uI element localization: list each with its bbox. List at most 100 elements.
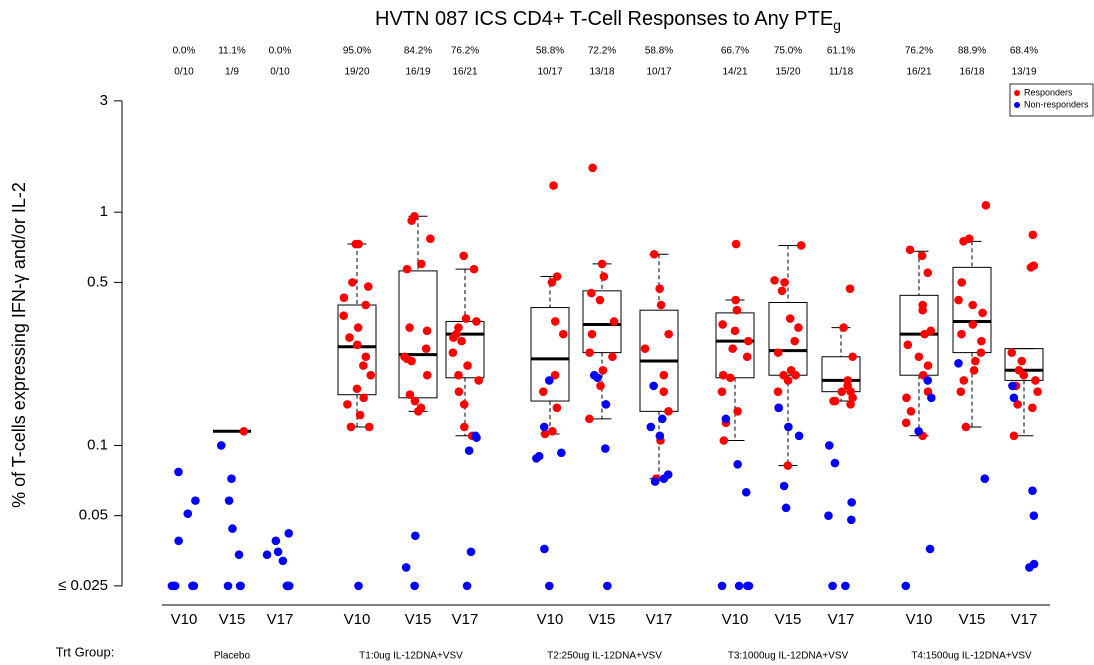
non-responder-point xyxy=(284,529,294,538)
responder-point xyxy=(790,336,799,346)
non-responder-point xyxy=(954,358,963,368)
responder-point xyxy=(978,308,987,318)
responder-point xyxy=(830,396,840,406)
responder-point xyxy=(552,403,562,413)
title-main: HVTN 087 ICS CD4+ T-Cell Responses to An… xyxy=(375,8,833,30)
non-responder-point xyxy=(925,544,935,554)
responders-ratio: 1/9 xyxy=(225,67,239,78)
response-rate: 68.4% xyxy=(1010,46,1038,57)
x-tick-label: V10 xyxy=(171,611,198,628)
y-axis-label: % of T-cells expressing IFN-γ and/or IL-… xyxy=(9,182,29,508)
legend-marker xyxy=(1014,102,1020,108)
box xyxy=(398,270,438,399)
responders-ratio: 10/17 xyxy=(537,67,562,78)
responder-point xyxy=(547,278,557,287)
responder-point xyxy=(345,333,354,342)
responders-ratio: 10/17 xyxy=(646,67,671,78)
responder-point xyxy=(407,216,416,225)
x-tick-label: V17 xyxy=(828,611,855,628)
responder-point xyxy=(733,407,742,416)
non-responder-point xyxy=(540,544,549,554)
responder-point xyxy=(906,407,916,416)
response-rate: 58.8% xyxy=(645,46,673,57)
responder-point xyxy=(410,396,420,406)
responder-point xyxy=(598,365,608,375)
non-responder-point xyxy=(717,581,727,591)
responder-point xyxy=(474,376,483,385)
responder-point xyxy=(1028,403,1037,413)
responder-point xyxy=(339,293,349,302)
non-responder-point xyxy=(980,474,990,484)
response-rate: 84.2% xyxy=(404,46,432,57)
group-name: Placebo xyxy=(214,651,251,662)
response-rate: 66.7% xyxy=(721,46,749,57)
responder-point xyxy=(839,323,848,332)
responder-point xyxy=(355,410,365,420)
non-responder-point xyxy=(1029,511,1039,520)
box xyxy=(530,307,570,402)
non-responder-point xyxy=(650,477,660,486)
responder-point xyxy=(845,284,855,293)
non-responder-point xyxy=(466,547,476,557)
responder-point xyxy=(1028,230,1038,240)
non-responder-point xyxy=(774,403,784,413)
non-responder-point xyxy=(262,550,272,560)
responder-point xyxy=(717,387,727,396)
non-responder-point xyxy=(603,581,612,591)
responder-point xyxy=(366,370,376,380)
response-rate: 95.0% xyxy=(343,46,371,57)
responder-point xyxy=(1007,348,1017,357)
non-responder-point xyxy=(464,446,474,455)
non-responder-point xyxy=(1028,486,1037,495)
non-responder-point xyxy=(1025,563,1034,572)
responder-point xyxy=(364,422,374,432)
responder-point xyxy=(959,237,968,246)
responder-point xyxy=(1031,376,1040,385)
non-responder-point xyxy=(544,376,554,385)
responders-ratio: 14/21 xyxy=(722,67,747,78)
non-responder-point xyxy=(824,511,833,520)
x-tick-label: V10 xyxy=(537,611,564,628)
non-responder-point xyxy=(830,458,840,468)
responders-ratio: 16/21 xyxy=(452,67,477,78)
non-responder-point xyxy=(734,581,744,591)
response-rate: 88.9% xyxy=(958,46,986,57)
responder-point xyxy=(728,344,737,353)
responder-point xyxy=(457,336,466,346)
responder-point xyxy=(413,407,423,416)
x-tick-label: V15 xyxy=(775,611,802,628)
responder-point xyxy=(773,387,783,396)
non-responder-point xyxy=(228,524,237,533)
non-responder-point xyxy=(825,441,834,450)
x-tick-label: V15 xyxy=(959,611,986,628)
title-subscript: g xyxy=(833,17,841,33)
responder-point xyxy=(971,356,980,366)
responder-point xyxy=(659,370,669,380)
responders-ratio: 16/21 xyxy=(906,67,931,78)
legend-marker xyxy=(1014,90,1020,96)
responders-ratio: 0/10 xyxy=(174,67,194,78)
non-responder-point xyxy=(273,547,283,557)
non-responder-point xyxy=(545,581,554,591)
y-tick-label: 3 xyxy=(100,92,108,109)
non-responder-point xyxy=(601,400,611,409)
non-responder-point xyxy=(235,581,245,591)
responder-point xyxy=(731,239,741,249)
responder-point xyxy=(405,323,414,332)
responder-point xyxy=(731,295,740,305)
responder-point xyxy=(422,326,432,336)
responder-point xyxy=(416,259,426,269)
non-responder-point xyxy=(847,515,856,525)
response-rate: 76.2% xyxy=(905,46,933,57)
non-responder-point xyxy=(174,467,183,477)
responder-point xyxy=(463,361,472,370)
non-responder-point xyxy=(828,581,837,591)
response-rate: 11.1% xyxy=(218,46,246,57)
responder-point xyxy=(454,323,463,332)
responder-point xyxy=(791,370,800,380)
responders-ratio: 19/20 xyxy=(344,67,369,78)
responder-point xyxy=(977,336,986,346)
responder-point xyxy=(540,429,550,439)
responder-point xyxy=(1019,370,1029,380)
